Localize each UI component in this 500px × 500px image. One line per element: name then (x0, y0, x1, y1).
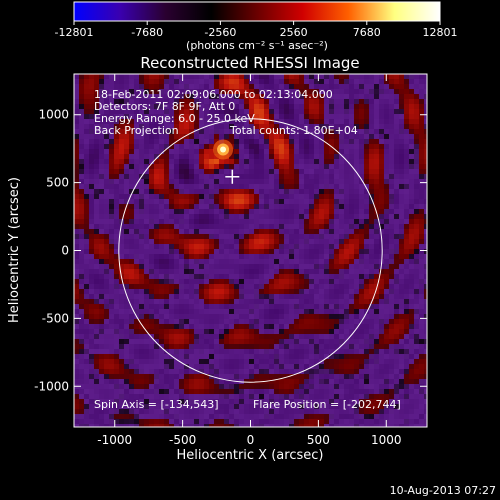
spin-axis-readout: Spin Axis = [-134,543] (94, 398, 219, 411)
x-tick-label: 0 (247, 433, 255, 447)
annotation-detectors: Detectors: 7F 8F 9F, Att 0 (94, 100, 235, 113)
heatmap-image (74, 74, 427, 427)
y-tick-label: -500 (42, 311, 69, 325)
x-tick-label: 500 (307, 433, 330, 447)
y-tick-label: 1000 (38, 108, 69, 122)
x-axis-ticks: -1000 -500 0 500 1000 (97, 74, 402, 447)
x-axis-label: Heliocentric X (arcsec) (177, 448, 324, 463)
timestamp: 10-Aug-2013 07:27 (390, 484, 496, 497)
solar-limb-circle (118, 118, 383, 383)
colorbar-tick-label: -7680 (131, 26, 163, 39)
y-tick-label: 500 (46, 176, 69, 190)
flare-source (213, 139, 234, 160)
plot-area: -1000 -500 0 500 1000 -1000 -500 0 500 1000 18-F… (34, 73, 428, 447)
annotation-method: Back Projection (94, 124, 179, 137)
spin-axis-marker (225, 169, 240, 184)
colorbar-tick-label: -2560 (204, 26, 236, 39)
x-tick-label: 1000 (371, 433, 402, 447)
flare-position-readout: Flare Position = [-202,744] (253, 398, 401, 411)
colorbar-tick-label: -12801 (55, 26, 94, 39)
y-axis-ticks: -1000 -500 0 500 1000 (34, 108, 427, 393)
x-tick-label: -1000 (97, 433, 132, 447)
colorbar-gradient (73, 1, 441, 22)
chart-title: Reconstructed RHESSI Image (140, 54, 359, 72)
y-tick-label: 0 (61, 244, 69, 258)
x-tick-label: -500 (169, 433, 196, 447)
colorbar-tick-label: 2560 (280, 26, 308, 39)
annotation-block: 18-Feb-2011 02:09:06.000 to 02:13:04.000… (94, 88, 358, 137)
annotation-time: 18-Feb-2011 02:09:06.000 to 02:13:04.000 (94, 88, 333, 101)
flare-peak (220, 146, 227, 153)
colorbar-ticks: -12801 -7680 -2560 2560 7680 12801 (55, 21, 458, 39)
colorbar-tick-label: 12801 (423, 26, 458, 39)
annotation-energy: Energy Range: 6.0 - 25.0 keV (94, 112, 255, 125)
colorbar: -12801 -7680 -2560 2560 7680 12801 (photons c… (55, 1, 458, 52)
y-axis-label: Heliocentric Y (arcsec) (7, 177, 22, 323)
colorbar-unit-label: (photons cm⁻² s⁻¹ asec⁻²) (186, 39, 328, 52)
y-tick-label: -1000 (34, 379, 69, 393)
colorbar-tick-label: 7680 (353, 26, 381, 39)
annotation-counts: Total counts: 1.80E+04 (229, 124, 358, 137)
